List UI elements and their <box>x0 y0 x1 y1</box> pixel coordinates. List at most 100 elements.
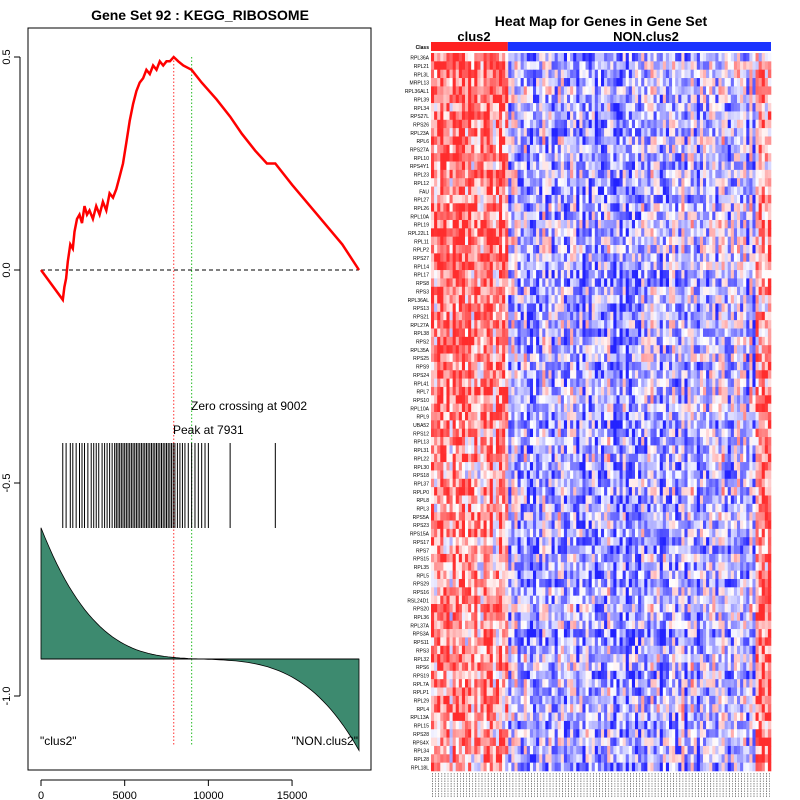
heatmap-cell <box>455 311 460 321</box>
heatmap-cell <box>489 353 494 363</box>
heatmap-cell <box>582 361 586 371</box>
heatmap-cell <box>635 353 639 363</box>
heatmap-cell <box>687 103 691 112</box>
heatmap-cell <box>486 186 491 196</box>
heatmap-cell <box>529 261 534 271</box>
heatmap-cell <box>560 78 565 87</box>
heatmap-cell <box>730 395 735 404</box>
heatmap-cell <box>706 61 710 70</box>
heatmap-cell <box>461 78 466 87</box>
heatmap-cell <box>669 270 673 279</box>
heatmap-cell <box>486 412 491 421</box>
heatmap-cell <box>489 78 494 87</box>
heatmap-cell <box>740 320 744 329</box>
heatmap-cell <box>699 311 704 321</box>
heatmap-cell <box>477 278 481 288</box>
heatmap-cell <box>523 270 528 279</box>
heatmap-cell <box>703 261 707 271</box>
heatmap-cell <box>440 161 444 171</box>
heatmap-cell <box>712 345 716 354</box>
heatmap-cell <box>588 261 593 271</box>
heatmap-cell <box>669 103 673 112</box>
heatmap-cell <box>653 53 657 62</box>
heatmap-cell <box>446 303 450 313</box>
heatmap-cell <box>749 153 753 162</box>
heatmap-cell <box>554 103 559 112</box>
heatmap-cell <box>665 236 670 246</box>
heatmap-cell <box>647 111 651 121</box>
heatmap-cell <box>613 286 617 296</box>
heatmap-cell <box>539 161 543 171</box>
heatmap-cell <box>461 320 466 329</box>
heatmap-cell <box>594 353 599 363</box>
heatmap-cell <box>638 61 642 70</box>
heatmap-cell <box>446 136 450 146</box>
heatmap-cell <box>672 253 676 263</box>
heatmap-cell <box>526 211 531 221</box>
heatmap-cell <box>625 361 630 371</box>
heatmap-cell <box>764 153 769 162</box>
heatmap-cell <box>597 236 602 246</box>
heatmap-cell <box>511 395 515 404</box>
heatmap-cell <box>477 194 481 204</box>
heatmap-cell <box>690 295 695 304</box>
heatmap-cell <box>752 169 756 179</box>
heatmap-cell <box>520 211 525 221</box>
heatmap-cell <box>539 203 543 212</box>
heatmap-cell <box>718 286 722 296</box>
heatmap-cell <box>684 336 688 346</box>
heatmap-cell <box>461 86 466 96</box>
heatmap-cell <box>474 345 478 354</box>
heatmap-cell <box>703 245 707 254</box>
heatmap-cell <box>767 169 772 179</box>
heatmap-cell <box>699 403 704 413</box>
heatmap-cell <box>703 345 707 354</box>
heatmap-cell <box>619 386 623 396</box>
heatmap-cell <box>455 86 460 96</box>
heatmap-cell <box>548 303 552 313</box>
heatmap-cell <box>752 119 756 129</box>
heatmap-cell <box>483 128 487 137</box>
heatmap-cell <box>653 370 657 379</box>
heatmap-cell <box>669 219 673 229</box>
heatmap-cell <box>631 370 636 379</box>
heatmap-cell <box>443 295 447 304</box>
heatmap-cell <box>594 270 599 279</box>
heatmap-cell <box>721 353 725 363</box>
heatmap-cell <box>721 211 725 221</box>
heatmap-cell <box>542 128 546 137</box>
heatmap-cell <box>665 186 670 196</box>
heatmap-cell <box>622 361 627 371</box>
heatmap-cell <box>653 295 657 304</box>
heatmap-cell <box>474 61 478 70</box>
heatmap-cell <box>746 295 750 304</box>
heatmap-cell <box>523 236 528 246</box>
heatmap-cell <box>576 395 580 404</box>
heatmap-cell <box>573 370 577 379</box>
heatmap-cell <box>653 278 657 288</box>
heatmap-cell <box>486 211 491 221</box>
heatmap-cell <box>591 295 596 304</box>
heatmap-cell <box>656 320 661 329</box>
heatmap-cell <box>443 169 447 179</box>
heatmap-cell <box>669 144 673 154</box>
heatmap-cell <box>542 336 546 346</box>
heatmap-cell <box>468 370 472 379</box>
heatmap-cell <box>650 370 654 379</box>
heatmap-cell <box>567 320 571 329</box>
heatmap-cell <box>684 412 688 421</box>
heatmap-cell <box>591 236 596 246</box>
heatmap-cell <box>560 353 565 363</box>
heatmap-cell <box>752 153 756 162</box>
heatmap-cell <box>505 194 509 204</box>
heatmap-cell <box>604 103 608 112</box>
heatmap-cell <box>699 203 704 212</box>
heatmap-cell <box>687 169 691 179</box>
heatmap-cell <box>724 370 729 379</box>
heatmap-cell <box>548 253 552 263</box>
heatmap-cell <box>669 370 673 379</box>
heatmap-cell <box>703 236 707 246</box>
heatmap-cell <box>767 412 772 421</box>
heatmap-cell <box>461 186 466 196</box>
heatmap-cell <box>616 386 620 396</box>
